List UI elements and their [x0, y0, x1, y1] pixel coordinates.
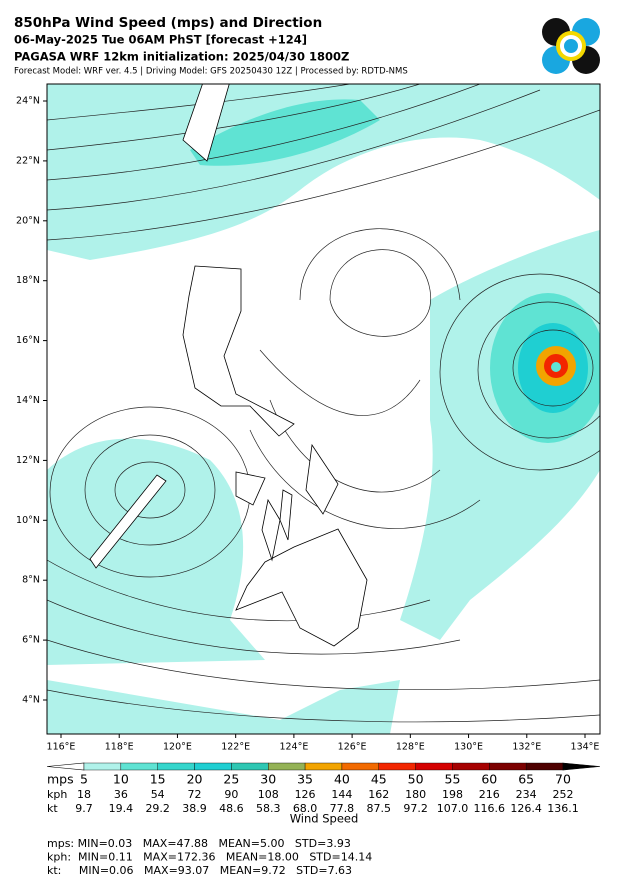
colorbar-tick-label: 18: [77, 788, 91, 801]
colorbar-tick-label: 234: [516, 788, 537, 801]
logo: [542, 18, 600, 74]
x-tick-label: 120°E: [163, 742, 192, 753]
colorbar-tick-label: 30: [260, 772, 276, 787]
colorbar-tick-label: 38.9: [182, 802, 207, 815]
colorbar-bin: [525, 762, 564, 771]
colorbar-tick-label: 68.0: [293, 802, 318, 815]
colorbar-tick-label: 60: [481, 772, 497, 787]
colorbar-bin: [304, 762, 343, 771]
stats-line: kph: MIN=0.11 MAX=172.36 MEAN=18.00 STD=…: [47, 851, 372, 864]
colorbar-bin: [378, 762, 416, 771]
x-tick-label: 134°E: [571, 742, 600, 753]
colorbar-bin: [341, 762, 379, 771]
colorbar-bin: [489, 762, 527, 771]
colorbar-tick-label: 136.1: [547, 802, 579, 815]
title: 850hPa Wind Speed (mps) and Direction: [14, 15, 322, 31]
colorbar-bin: [268, 762, 306, 771]
colorbar-tick-label: 77.8: [330, 802, 355, 815]
colorbar-tick-label: 65: [518, 772, 534, 787]
colorbar-bin: [452, 762, 490, 771]
unit-label: kph: [47, 788, 67, 801]
x-tick-label: 128°E: [396, 742, 425, 753]
y-tick-label: 20°N: [16, 215, 40, 226]
x-tick-label: 122°E: [221, 742, 250, 753]
colorbar-tick-label: 87.5: [367, 802, 392, 815]
colorbar-tick-label: 126.4: [510, 802, 542, 815]
y-tick-label: 24°N: [16, 96, 40, 107]
colorbar-tick-label: 70: [555, 772, 571, 787]
colorbar-label: Wind Speed: [290, 812, 359, 826]
colorbar-bin: [194, 762, 232, 771]
colorbar-bin: [415, 762, 453, 771]
colorbar-tick-label: 72: [188, 788, 202, 801]
colorbar-tick-label: 180: [405, 788, 426, 801]
y-tick-label: 18°N: [16, 275, 40, 286]
x-tick-label: 130°E: [454, 742, 483, 753]
colorbar-tick-label: 198: [442, 788, 463, 801]
wind-shading: [190, 99, 380, 166]
colorbar-tick-label: 90: [224, 788, 238, 801]
subtitle: Forecast Model: WRF ver. 4.5 | Driving M…: [14, 67, 408, 77]
stats-line: kt: MIN=0.06 MAX=93.07 MEAN=9.72 STD=7.6…: [47, 864, 352, 877]
map-frame: [46, 83, 601, 735]
colorbar-tick-label: 25: [223, 772, 239, 787]
colorbar-tick-label: 35: [297, 772, 313, 787]
unit-label: mps: [47, 772, 74, 787]
colorbar-tick-label: 40: [334, 772, 350, 787]
colorbar-tick-label: 48.6: [219, 802, 244, 815]
colorbar-bin: [231, 762, 269, 771]
colorbar-bin: [83, 762, 122, 771]
colorbar-tick-label: 10: [113, 772, 129, 787]
colorbar-extension: [46, 762, 85, 771]
unit-label: kt: [47, 802, 58, 815]
colorbar-tick-label: 162: [368, 788, 389, 801]
stats-line: mps: MIN=0.03 MAX=47.88 MEAN=5.00 STD=3.…: [47, 837, 351, 850]
colorbar-tick-label: 97.2: [403, 802, 428, 815]
y-tick-label: 10°N: [16, 515, 40, 526]
colorbar-tick-label: 45: [371, 772, 387, 787]
colorbar-tick-label: 54: [151, 788, 165, 801]
colorbar-tick-label: 36: [114, 788, 128, 801]
colorbar-tick-label: 216: [479, 788, 500, 801]
colorbar-tick-label: 29.2: [145, 802, 170, 815]
subtitle: 06-May-2025 Tue 06AM PhST [forecast +124…: [14, 33, 307, 47]
colorbar-tick-label: 252: [553, 788, 574, 801]
y-tick-label: 22°N: [16, 155, 40, 166]
x-tick-label: 126°E: [338, 742, 367, 753]
y-tick-label: 4°N: [22, 695, 40, 706]
coastline: [89, 84, 368, 647]
subtitle: PAGASA WRF 12km initialization: 2025/04/…: [14, 50, 349, 64]
colorbar-bin: [157, 762, 195, 771]
map: [47, 84, 600, 734]
colorbar-extension: [562, 762, 601, 771]
x-tick-label: 116°E: [47, 742, 76, 753]
y-tick-label: 16°N: [16, 335, 40, 346]
x-tick-label: 118°E: [105, 742, 134, 753]
colorbar-tick-label: 58.3: [256, 802, 281, 815]
colorbar-tick-label: 20: [187, 772, 203, 787]
colorbar-tick-label: 9.7: [75, 802, 93, 815]
colorbar-tick-label: 50: [408, 772, 424, 787]
colorbar-tick-label: 116.6: [474, 802, 506, 815]
colorbar-tick-label: 19.4: [109, 802, 134, 815]
x-tick-label: 132°E: [512, 742, 541, 753]
colorbar-tick-label: 107.0: [437, 802, 469, 815]
colorbar-tick-label: 108: [258, 788, 279, 801]
y-tick-label: 8°N: [22, 575, 40, 586]
colorbar-tick-label: 144: [331, 788, 352, 801]
y-tick-label: 14°N: [16, 395, 40, 406]
y-tick-label: 6°N: [22, 635, 40, 646]
colorbar-tick-label: 15: [150, 772, 166, 787]
colorbar-tick-label: 126: [295, 788, 316, 801]
colorbar-tick-label: 55: [445, 772, 461, 787]
wind-shading: [551, 362, 561, 372]
y-tick-label: 12°N: [16, 455, 40, 466]
colorbar-tick-label: 5: [80, 772, 88, 787]
colorbar-bin: [120, 762, 158, 771]
x-tick-label: 124°E: [279, 742, 308, 753]
